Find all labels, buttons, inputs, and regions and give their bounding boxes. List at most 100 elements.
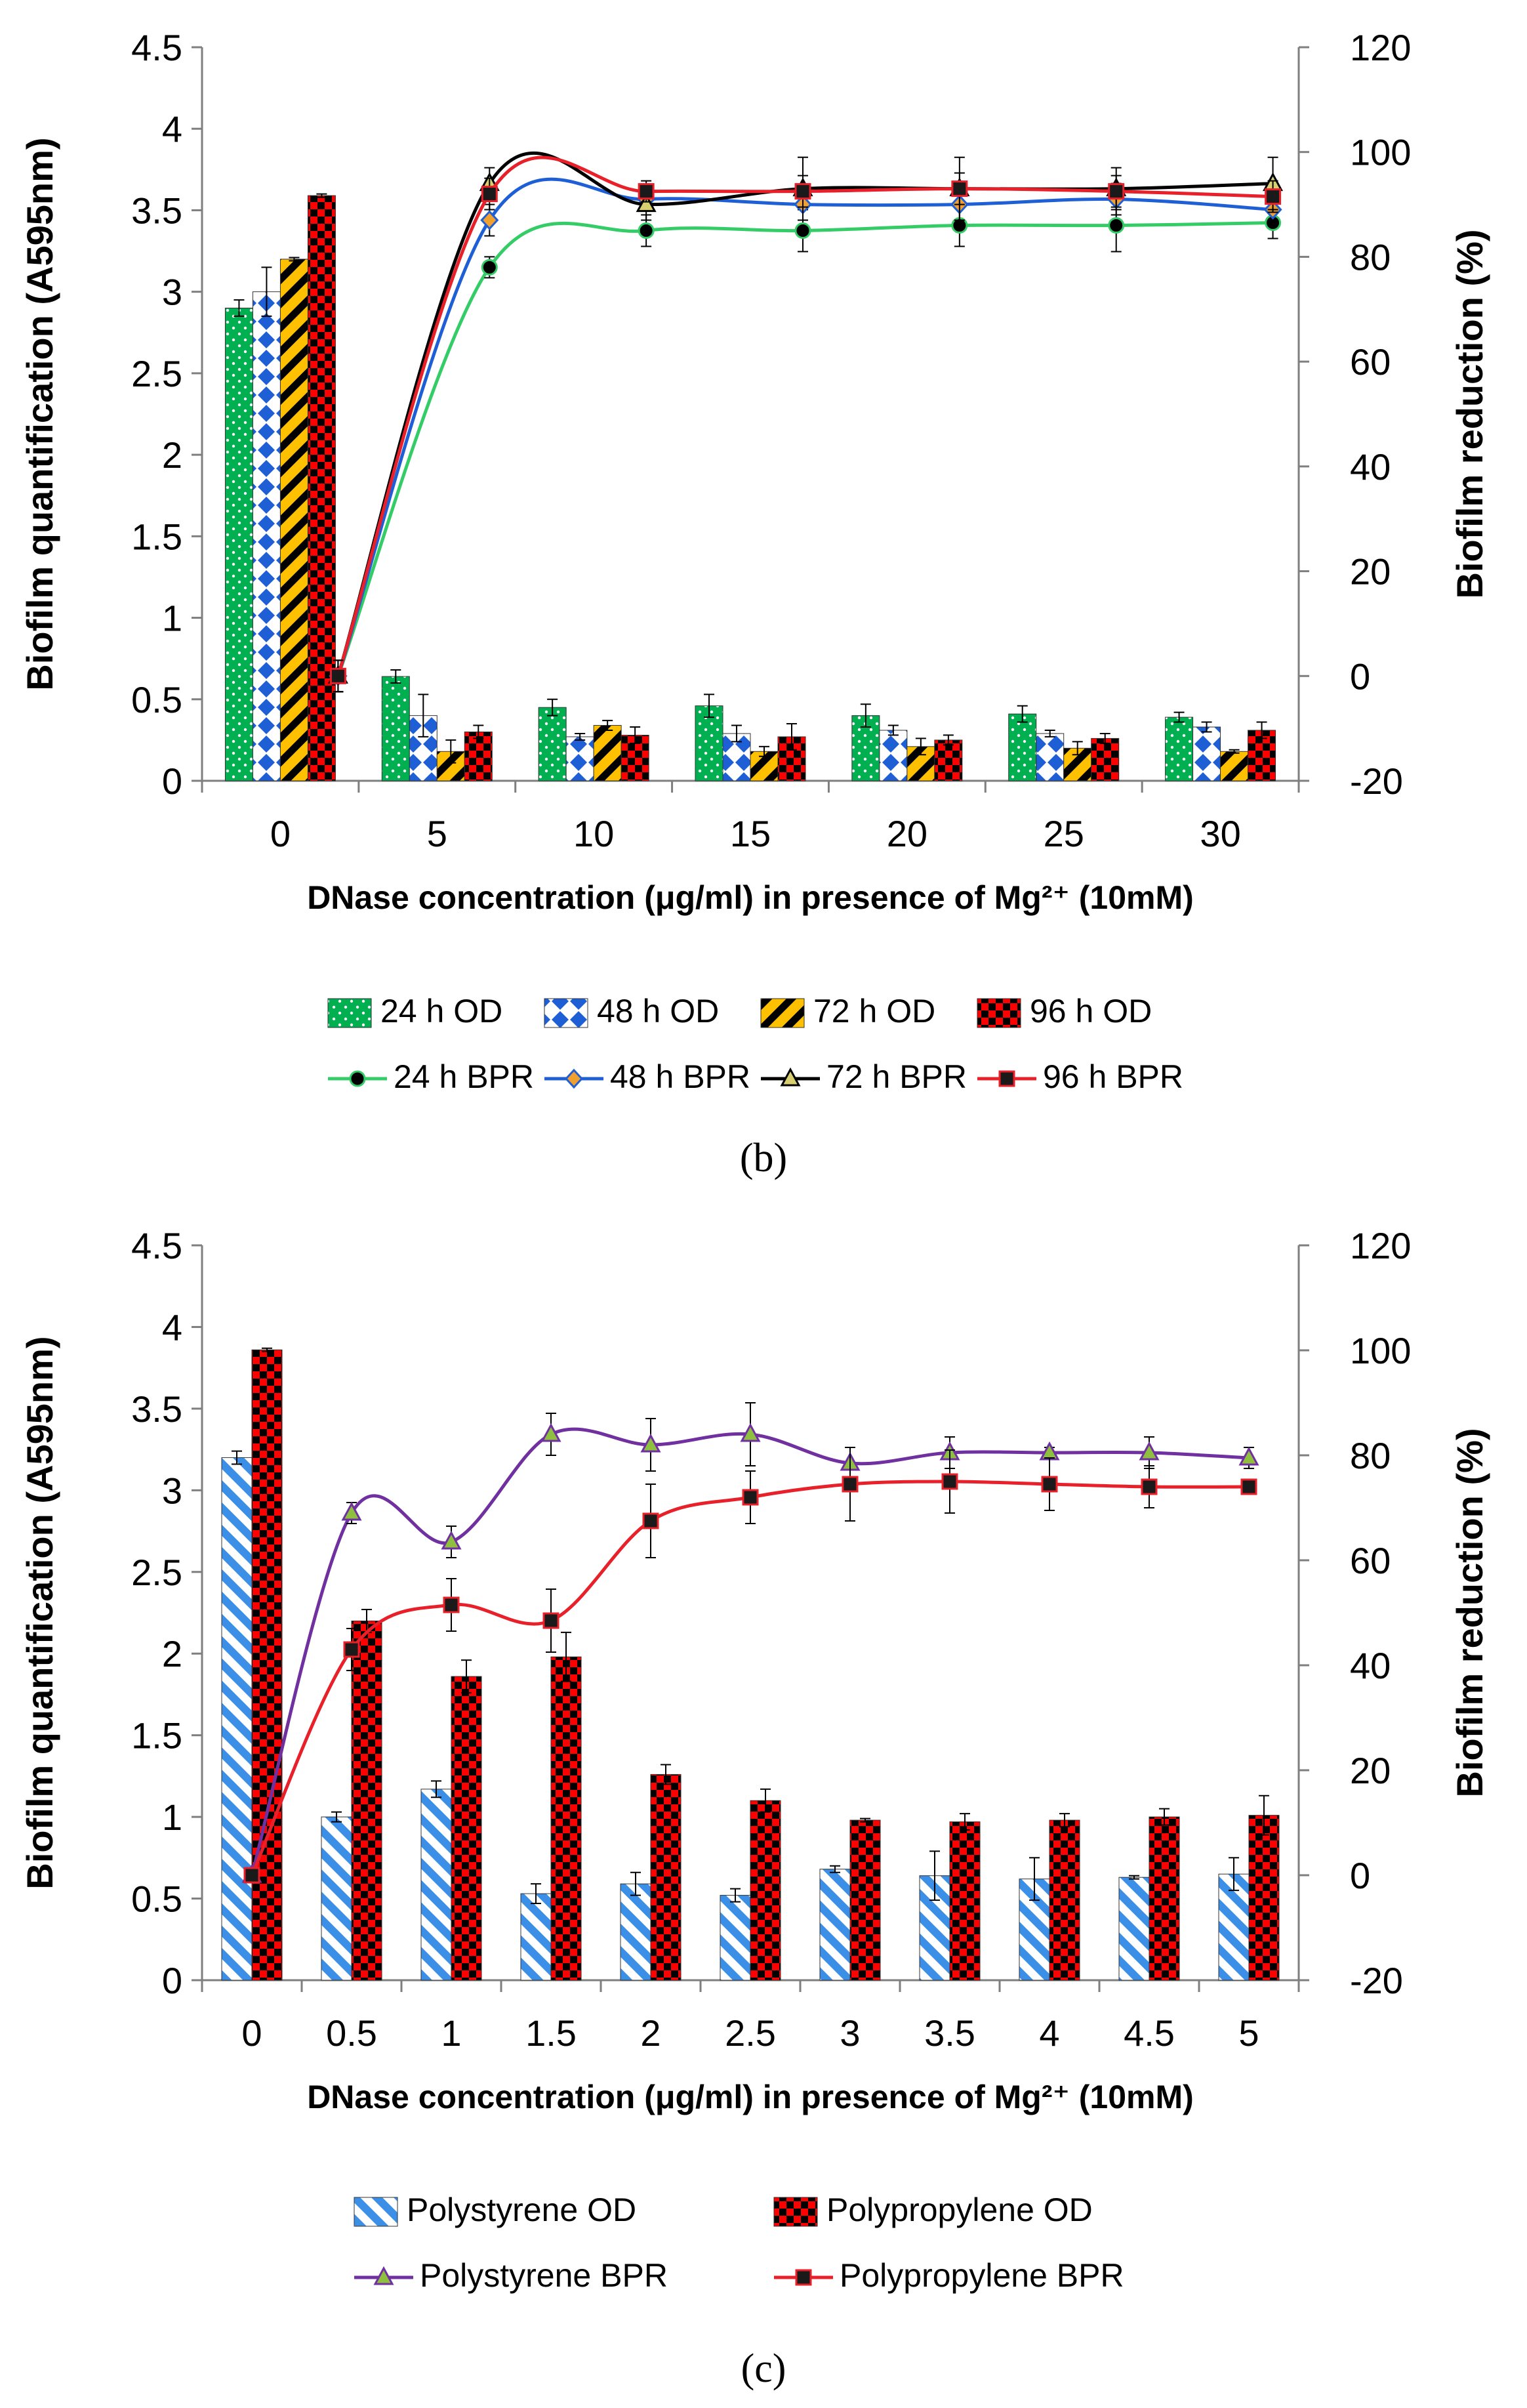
x-tick-label: 0	[270, 813, 291, 854]
legend-item-48-h-od: 48 h OD	[544, 993, 719, 1029]
x-tick-label: 4	[1039, 2012, 1059, 2054]
error-bar	[915, 737, 926, 756]
error-bar	[1229, 1857, 1239, 1892]
y2-tick-label: 20	[1350, 1750, 1391, 1791]
y-tick-label: 0.5	[131, 1879, 182, 1920]
bar-polystyrene-od	[620, 1883, 651, 1981]
point-polypropylene-bpr	[742, 1489, 759, 1506]
legend-label: Polypropylene OD	[826, 2191, 1093, 2228]
legend-label: Polypropylene BPR	[840, 2257, 1124, 2294]
bar-96-h-od	[934, 739, 963, 781]
series-line-72-h-bpr	[336, 151, 1273, 677]
y2-tick-label: 120	[1350, 1225, 1411, 1266]
y2-tick-label: 0	[1350, 655, 1370, 697]
x-tick-label: 4.5	[1124, 2012, 1175, 2054]
bar-72-h-od	[279, 259, 308, 781]
y2-tick-label: 60	[1350, 1540, 1391, 1581]
point-polypropylene-bpr	[343, 1641, 360, 1658]
point-96-h-bpr	[481, 186, 498, 203]
panel-label-c: (c)	[741, 2346, 786, 2391]
x-tick-label: 3	[840, 2012, 860, 2054]
legend-label: 72 h OD	[813, 993, 935, 1029]
legend-marker	[780, 1067, 801, 1087]
point-polypropylene-bpr	[542, 1612, 560, 1629]
point-96-h-bpr	[1265, 188, 1282, 205]
point-96-h-bpr	[794, 183, 811, 200]
bar-48-h-od	[565, 736, 594, 781]
y2-tick-label: 80	[1350, 236, 1391, 278]
bar-96-h-od	[464, 731, 493, 781]
error-bar	[1201, 721, 1212, 733]
bar-96-h-od	[307, 195, 336, 781]
bar-polypropylene-od	[650, 1774, 682, 1981]
x-axis-title: DNase concentration (μg/ml) in presence …	[307, 879, 1194, 916]
legend-label: 48 h BPR	[610, 1058, 750, 1095]
point-96-h-bpr	[1108, 183, 1125, 200]
error-bar	[561, 1631, 571, 1682]
error-bar	[860, 1817, 870, 1823]
y-tick-label: 1.5	[131, 1715, 182, 1756]
series-line-24-h-bpr	[336, 221, 1273, 677]
y-axis-title: Biofilm quantification (A595nm)	[19, 1336, 60, 1889]
bar-24-h-od	[381, 676, 410, 781]
error-bar	[960, 1813, 970, 1831]
error-bar	[943, 734, 954, 746]
point-48-h-bpr	[480, 210, 499, 230]
legend-label: 24 h BPR	[394, 1058, 534, 1095]
point-24-h-bpr	[481, 259, 498, 276]
error-bar	[860, 703, 871, 728]
y-tick-label: 1	[162, 598, 182, 639]
series-line-96-h-bpr	[336, 156, 1273, 677]
legend-item-96-h-bpr: 96 h BPR	[977, 1058, 1183, 1095]
legend-swatch	[354, 2197, 398, 2227]
x-tick-label: 5	[427, 813, 447, 854]
point-24-h-bpr	[1108, 217, 1125, 234]
error-bar	[547, 698, 558, 716]
error-bar	[331, 1811, 342, 1823]
x-tick-label: 0	[241, 2012, 262, 2054]
error-bar	[661, 1764, 671, 1785]
x-tick-label: 2.5	[725, 2012, 776, 2054]
bar-48-h-od	[879, 730, 908, 781]
y-axis-title: Biofilm quantification (A595nm)	[19, 137, 60, 690]
point-polystyrene-bpr	[441, 1530, 462, 1550]
error-bar	[1173, 711, 1185, 723]
error-bar	[1099, 732, 1110, 744]
chart-panel-b: 0 0.5 1 1.5 2 2.5 3 3.5 4 4.5 -20 0 20 40 60 80 100 120 0 5…	[19, 27, 1490, 1095]
bar-72-h-od	[593, 725, 622, 781]
series-line-polypropylene-bpr	[250, 1480, 1250, 1877]
legend-item-48-h-bpr: 48 h BPR	[544, 1058, 750, 1095]
y2-tick-label: -20	[1350, 1960, 1403, 2001]
legend-item-24-h-bpr: 24 h BPR	[328, 1058, 534, 1095]
error-bar	[630, 1871, 641, 1896]
bar-48-h-od	[1192, 726, 1221, 781]
point-24-h-bpr	[794, 222, 811, 239]
bar-polystyrene-od	[221, 1457, 253, 1981]
point-96-h-bpr	[329, 667, 346, 684]
legend-item-polystyrene-bpr: Polystyrene BPR	[354, 2257, 668, 2294]
x-axis-title: DNase concentration (μg/ml) in presence …	[307, 2079, 1194, 2115]
legend-item-polystyrene-od: Polystyrene OD	[354, 2191, 636, 2228]
legend-item-72-h-od: 72 h OD	[760, 993, 935, 1029]
error-bar	[531, 1883, 541, 1905]
bar-24-h-od	[538, 707, 567, 781]
y2-tick-label: -20	[1350, 760, 1403, 802]
error-bar	[445, 739, 457, 764]
point-polystyrene-bpr	[640, 1433, 661, 1453]
y-tick-label: 0.5	[131, 679, 182, 720]
x-tick-label: 25	[1044, 813, 1084, 854]
error-bar	[1059, 1813, 1070, 1828]
bar-polypropylene-od	[351, 1620, 382, 1981]
bar-24-h-od	[695, 705, 723, 781]
error-bar	[704, 694, 714, 718]
error-bar	[760, 1788, 771, 1813]
bar-polystyrene-od	[520, 1893, 552, 1981]
y-tick-label: 4.5	[131, 1225, 182, 1266]
legend-item-polypropylene-bpr: Polypropylene BPR	[774, 2257, 1124, 2294]
bar-polystyrene-od	[321, 1816, 352, 1981]
error-bar	[232, 1450, 242, 1465]
y-tick-label: 1	[162, 1796, 182, 1838]
y-tick-label: 3	[162, 1470, 182, 1511]
x-tick-label: 15	[730, 813, 771, 854]
